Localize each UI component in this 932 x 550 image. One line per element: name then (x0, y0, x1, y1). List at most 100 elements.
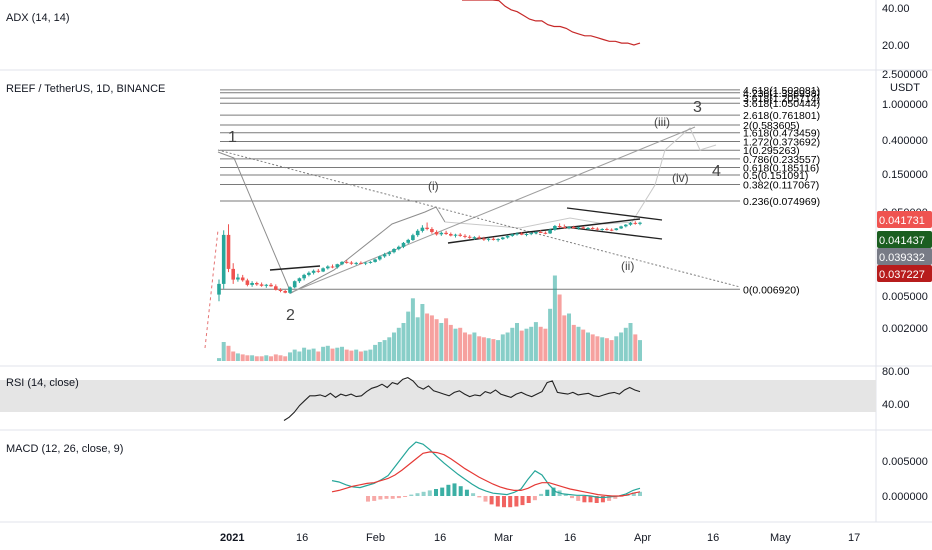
candle-body (245, 280, 250, 285)
adx-label: ADX (14, 14) (6, 12, 70, 24)
candle-body (595, 228, 600, 230)
volume-bar (297, 351, 302, 361)
fib-level-label: 1(0.295263) (743, 145, 800, 157)
volume-bar (500, 334, 505, 361)
candle-body (491, 238, 496, 240)
macd-histogram-bar (489, 496, 494, 505)
volume-bar (633, 334, 638, 361)
price-tick: 0.150000 (882, 169, 928, 181)
macd-histogram-bar (458, 486, 463, 496)
volume-bar (410, 298, 415, 361)
volume-bar (387, 337, 392, 362)
candle-body (586, 228, 590, 229)
volume-bar (392, 332, 396, 361)
candle-body (590, 228, 595, 229)
price-tick: 0.002000 (882, 323, 928, 335)
volume-bar (543, 328, 548, 361)
symbol-title[interactable]: REEF / TetherUS, 1D, BINANCE (6, 83, 165, 95)
time-tick: 16 (434, 532, 446, 544)
volume-bar (396, 327, 401, 362)
fib-level-label: 1.618(0.473459) (743, 128, 820, 140)
price-badge-4 (877, 265, 932, 282)
candle-body (259, 284, 264, 286)
volume-bar (273, 354, 278, 362)
volume-bar (217, 358, 221, 361)
candle-body (538, 232, 543, 233)
wave-label-i: (i) (428, 179, 439, 193)
candle-body (581, 227, 585, 229)
candle-body (354, 262, 358, 264)
volume-bars (217, 275, 642, 362)
volume-bar (377, 342, 382, 361)
time-tick: 2021 (220, 532, 244, 544)
volume-bar (628, 323, 633, 361)
volume-bar (269, 356, 273, 362)
candle-body (411, 235, 415, 240)
candle-body (510, 234, 515, 236)
rsi-tick-80: 80.00 (882, 366, 910, 378)
time-tick: Mar (494, 532, 513, 544)
rsi-tick-40: 40.00 (882, 399, 910, 411)
candle-body (624, 224, 628, 227)
volume-bar (552, 275, 557, 361)
volume-bar (576, 326, 581, 361)
volume-bar (538, 326, 543, 361)
candle-body (349, 262, 354, 264)
candle-body (373, 259, 377, 262)
volume-bar (330, 348, 335, 361)
volume-bar (231, 351, 236, 361)
candle-body (297, 278, 302, 282)
fib-level-label: 0.5(0.151091) (743, 170, 808, 182)
volume-bar (590, 334, 595, 361)
macd-histogram-bar (366, 496, 370, 502)
volume-bar (373, 344, 378, 362)
main-pane: REEF / TetherUS, 1D, BINANCE 2.500000 US… (6, 69, 932, 362)
volume-bar (481, 337, 486, 362)
macd-pane: MACD (12, 26, close, 9) 0.005000 0.00000… (6, 441, 928, 508)
candle-body (316, 270, 321, 272)
macd-histogram-bar (613, 496, 618, 499)
volume-bar (486, 338, 491, 361)
wave-label-3: 3 (693, 99, 702, 116)
candle-body (600, 229, 604, 230)
candle-body (434, 232, 439, 235)
candle-body (307, 272, 311, 275)
macd-signal-line (331, 451, 641, 497)
macd-histogram-bar (594, 496, 599, 503)
price-badge-2-text: 0.041437 (879, 235, 925, 247)
candle-body (392, 249, 396, 253)
macd-histogram-bar (563, 494, 568, 496)
candle-body (576, 227, 581, 229)
volume-bar (472, 332, 477, 361)
volume-bar (619, 332, 624, 361)
price-badge-last-text: 0.041731 (879, 215, 925, 227)
volume-bar (548, 308, 553, 362)
volume-bar (491, 339, 496, 361)
candle-body (430, 229, 434, 232)
volume-bar (458, 327, 463, 362)
candle-body (572, 227, 576, 229)
volume-bar (363, 350, 368, 361)
macd-histogram-bar (477, 496, 482, 498)
volume-bar (358, 351, 363, 361)
volume-bar (254, 356, 259, 362)
candle-body (283, 291, 287, 293)
candle-body (274, 286, 278, 290)
volume-bar (349, 350, 354, 361)
volume-bar (496, 340, 501, 361)
volume-bar (571, 324, 576, 361)
candle-body (477, 237, 481, 239)
adx-tick-20: 20.00 (882, 40, 910, 52)
volume-bar (401, 323, 406, 361)
wave-label-1: 1 (228, 129, 237, 146)
candle-body (628, 222, 633, 225)
volume-bar (533, 322, 538, 361)
volume-bar (453, 328, 458, 361)
candle-body (548, 229, 552, 234)
volume-bar (467, 334, 472, 361)
ma-line (269, 265, 321, 271)
candle-body (619, 226, 623, 229)
candle-body (515, 233, 519, 235)
volume-bar (638, 340, 642, 361)
volume-bar (562, 315, 567, 361)
